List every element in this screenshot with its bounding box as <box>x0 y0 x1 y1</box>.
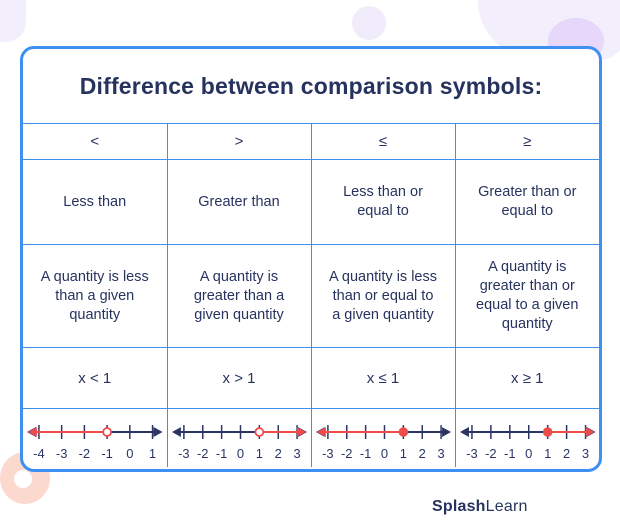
text-line: Less than or <box>343 184 423 200</box>
name-cell: Less than <box>23 159 167 245</box>
tick-label: 1 <box>255 446 262 461</box>
text-line: A quantity is less <box>329 268 437 285</box>
decor-circle-top <box>352 6 386 40</box>
number-line-row: -4 -3 -2 -1 0 1 -3 -2 -1 0 1 2 3 -3 -2 -1 0 1 2 3 -3 -2 -1 0… <box>23 408 599 467</box>
axis-arrow-right <box>153 427 163 438</box>
example-row: x < 1 x > 1 x ≤ 1 x ≥ 1 <box>23 347 599 409</box>
description-cell: A quantity is greater than or equal to a g… <box>454 244 599 348</box>
name-cell: Less than or equal to <box>310 159 455 245</box>
symbol-cell: > <box>166 123 311 160</box>
name-cell: Greater than <box>166 159 311 245</box>
text-line: greater than or <box>479 278 575 294</box>
tick-label: -1 <box>359 446 370 461</box>
tick-label: 0 <box>236 446 243 461</box>
tick-label: 2 <box>274 446 281 461</box>
text-line: equal to a given <box>476 297 579 313</box>
tick-label: -3 <box>56 446 68 461</box>
text-line: than a given <box>55 287 135 304</box>
number-line-less-than: -4 -3 -2 -1 0 1 <box>26 425 163 461</box>
text-line: quantity <box>69 306 121 323</box>
example-cell: x ≤ 1 <box>310 347 455 409</box>
brand-regular: Learn <box>485 498 528 515</box>
tick-label: 0 <box>126 446 133 461</box>
number-line-cell: -3 -2 -1 0 1 2 3 <box>166 408 311 467</box>
open-point <box>102 427 112 437</box>
text-line: quantity <box>501 316 553 332</box>
description-cell: A quantity is less than or equal to a give… <box>310 244 455 348</box>
number-line-greater-equal: -3 -2 -1 0 1 2 3 <box>459 425 596 461</box>
tick-label: 3 <box>581 446 588 461</box>
text-line: A quantity is <box>488 259 567 275</box>
text-line: a given quantity <box>332 306 434 323</box>
tick-label: -1 <box>101 446 113 461</box>
tick-label: -2 <box>79 446 91 461</box>
number-line-cell: -3 -2 -1 0 1 2 3 <box>310 408 455 467</box>
number-line-cell: -3 -2 -1 0 1 2 3 <box>454 408 599 467</box>
description-row: A quantity is less than a given quantity A… <box>23 244 599 348</box>
axis-arrow-left <box>459 427 469 438</box>
tick-label: 1 <box>544 446 551 461</box>
tick-label: -1 <box>215 446 226 461</box>
tick-label: -3 <box>322 446 333 461</box>
number-line-cell: -4 -3 -2 -1 0 1 <box>23 408 167 467</box>
tick-label: -3 <box>466 446 478 461</box>
solution-arrow <box>316 427 326 438</box>
tick-label: 1 <box>149 446 156 461</box>
decor-blob-bottom-left-hole <box>14 470 32 488</box>
tick-label: -3 <box>178 446 189 461</box>
tick-label: 1 <box>399 446 406 461</box>
symbol-cell: < <box>23 123 167 160</box>
name-cell: Greater than or equal to <box>454 159 599 245</box>
tick-label: -4 <box>33 446 45 461</box>
tick-label: -2 <box>341 446 352 461</box>
solution-arrow <box>296 427 306 438</box>
number-line-less-equal: -3 -2 -1 0 1 2 3 <box>315 425 451 461</box>
symbol-row: < > ≤ ≥ <box>23 123 599 160</box>
text-line: equal to <box>357 203 409 219</box>
symbol-cell: ≥ <box>454 123 599 160</box>
text-line: than or equal to <box>332 287 434 304</box>
decor-blob-top-left <box>0 0 26 42</box>
tick-label: 0 <box>525 446 532 461</box>
text-line: Less than <box>63 193 127 210</box>
tick-label: 3 <box>437 446 444 461</box>
number-line-greater-than: -3 -2 -1 0 1 2 3 <box>171 425 307 461</box>
closed-point <box>398 427 408 437</box>
comparison-card: Difference between comparison symbols: <… <box>20 46 602 472</box>
solution-arrow <box>27 427 37 438</box>
name-row: Less than Greater than Less than or equal… <box>23 159 599 245</box>
axis-arrow-left <box>171 427 181 438</box>
description-cell: A quantity is greater than a given quantit… <box>166 244 311 348</box>
tick-label: 2 <box>563 446 570 461</box>
tick-label: 3 <box>293 446 300 461</box>
text-line: Greater than <box>198 193 280 210</box>
tick-label: -2 <box>197 446 208 461</box>
tick-label: 0 <box>380 446 387 461</box>
tick-label: -1 <box>504 446 516 461</box>
tick-label: -2 <box>485 446 497 461</box>
text-line: A quantity is <box>199 268 279 285</box>
splashlearn-logo: SplashLearn <box>432 498 528 516</box>
text-line: equal to <box>501 203 554 219</box>
example-cell: x < 1 <box>23 347 167 409</box>
text-line: Greater than or <box>478 184 577 200</box>
text-line: given quantity <box>194 306 284 323</box>
example-cell: x ≥ 1 <box>454 347 599 409</box>
description-cell: A quantity is less than a given quantity <box>23 244 167 348</box>
page-title: Difference between comparison symbols: <box>79 72 543 99</box>
brand-bold: Splash <box>432 498 486 515</box>
axis-arrow-right <box>441 427 451 438</box>
symbol-cell: ≤ <box>310 123 455 160</box>
comparison-table: < > ≤ ≥ Less than Greater than Less than… <box>23 123 599 467</box>
example-cell: x > 1 <box>166 347 311 409</box>
text-line: greater than a <box>193 287 285 304</box>
solution-arrow <box>585 427 595 438</box>
closed-point <box>542 427 552 437</box>
open-point <box>253 427 264 437</box>
tick-label: 2 <box>418 446 425 461</box>
text-line: A quantity is less <box>40 268 149 285</box>
